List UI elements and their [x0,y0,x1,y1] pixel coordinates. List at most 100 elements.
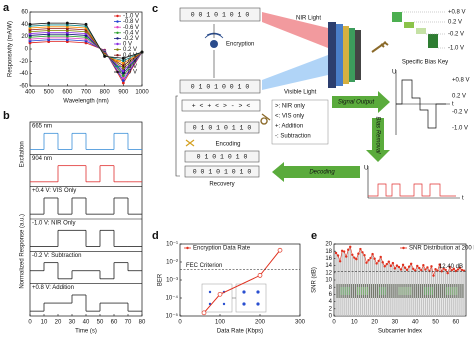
data-point [450,269,453,272]
y-tick-label: 16 [325,256,332,262]
data-point [377,259,380,263]
data-point [349,245,352,249]
data-point [397,265,401,269]
bias-key-plot [392,11,446,49]
data-point [217,291,223,297]
key-label: 0.2 V [448,20,462,26]
data-point [121,76,125,80]
trace-label: 665 nm [32,124,52,130]
data-point [389,264,393,268]
data-point [458,266,462,269]
bar [404,267,406,316]
bar [440,271,443,316]
bar [390,265,392,316]
bar [377,260,380,316]
x-tick-label: 10 [351,320,358,326]
data-point [428,269,431,273]
y-tick-label: 10⁻³ [166,278,178,284]
key-label: +0.8 V [452,78,470,84]
panel-label: a [3,2,10,14]
x-tick-label: 80 [139,320,146,326]
data-point [359,247,362,251]
x-tick-label: 60 [111,320,118,326]
legend-label: 0.2 V [123,47,137,53]
panel-label: c [152,3,158,15]
legend-label: SNR Distribution at 200 Kbps [409,246,474,252]
chart-e: e0 10 20 30 40 50 6002468101214161820Subcarrie… [311,230,474,335]
x-tick-label: 50 [432,320,439,326]
axis-label: t [452,102,454,108]
key-icon [260,113,271,125]
x-axis-label: Time (s) [75,329,97,335]
chart-a: a 400 500 600 700 800 900 1000 -60 -40 -20 0 20 40 60 W… [3,2,149,105]
bar [343,251,345,316]
legend-marker [116,31,119,34]
x-tick-label: 1000 [135,90,149,96]
symbol-legend-box [271,99,329,145]
x-axis-label: Subcarrier Index [378,329,422,335]
x-tick-label: 30 [392,320,399,326]
y-axis-label: Excitation [20,141,26,167]
data-point [342,250,346,253]
data-point [257,273,263,278]
data-point [121,81,125,85]
signal-plot [395,70,450,135]
data-point [336,254,340,257]
data-point [440,270,443,273]
constellation-insets [201,283,267,313]
data-point [371,252,374,256]
y-axis-label: BER [158,273,164,286]
diagram-c: c 0 0 1 0 1 0 1 0 Encryption 0 1 0 1 0 0… [152,3,470,202]
data-point [385,262,388,266]
spectrum-overlay [336,284,464,298]
bar [453,268,455,316]
y-tick-label: 10⁻⁴ [166,295,179,302]
legend-marker [116,26,119,29]
data-point [47,21,51,25]
legend-marker [116,14,119,18]
data-point [201,310,207,316]
bar [357,253,360,316]
data-point [460,268,464,272]
step-label: Decoding [309,170,335,176]
code-box [181,99,261,112]
key-label: 0.2 V [452,94,466,100]
x-tick-label: 900 [118,90,129,96]
bar [365,262,368,316]
data-point [373,257,376,260]
bar [426,267,429,316]
bar [394,268,396,316]
y-tick-label: 14 [325,263,332,269]
light-label: NIR Light [296,16,321,22]
x-tick-label: 70 [125,320,132,326]
legend-marker [116,54,119,57]
x-tick-label: 600 [62,90,73,96]
data-point [84,22,88,26]
code-box [179,79,261,94]
y-tick-label: 10⁻² [166,260,178,266]
symbol-legend: >: NIR only [275,104,305,110]
legend-label: 0.6 V [123,58,137,64]
data-point [442,267,445,270]
data-point [426,266,429,269]
code-box [179,7,261,22]
data-point [456,268,460,271]
bar [369,258,372,316]
bar [457,269,459,316]
data-point [412,267,415,271]
bar [345,256,347,316]
y-tick-label: 12 [325,270,332,276]
data-point [355,257,358,261]
data-point [432,274,435,277]
y-tick-label: 10⁻¹ [166,242,178,248]
bar [444,269,447,316]
bar [388,261,390,316]
data-point [446,271,449,275]
trace-label: -1.0 V: NIR Only [32,221,75,227]
data-point [422,264,425,267]
data-point [420,269,423,272]
data-point [277,247,283,253]
legend-marker [116,70,119,74]
data-point [347,248,350,251]
y-tick-label: 20 [325,242,332,248]
